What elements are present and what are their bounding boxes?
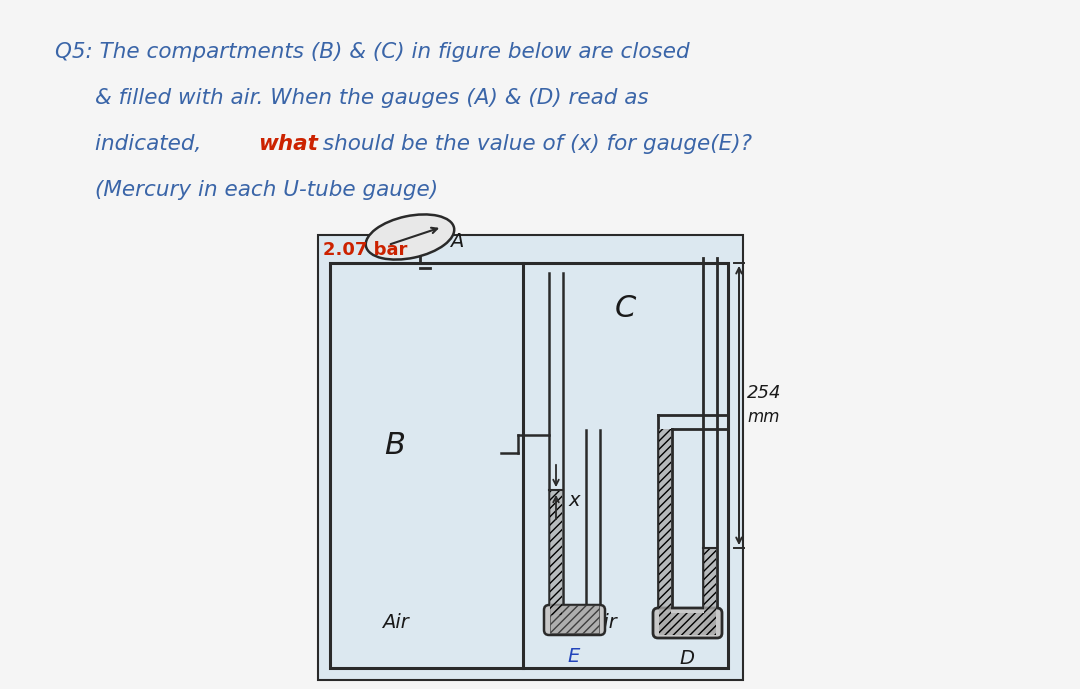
Bar — [550, 605, 599, 633]
Text: Air: Air — [590, 613, 617, 633]
Bar — [550, 490, 562, 615]
Text: indicated,: indicated, — [95, 134, 208, 154]
FancyBboxPatch shape — [544, 605, 605, 635]
Text: Q5: The compartments (B) & (C) in figure below are closed: Q5: The compartments (B) & (C) in figure… — [55, 42, 690, 62]
Text: C: C — [615, 294, 636, 322]
Text: (Mercury in each U-tube gauge): (Mercury in each U-tube gauge) — [95, 180, 438, 200]
Text: what: what — [258, 134, 318, 154]
Bar — [330, 263, 728, 668]
Text: & filled with air. When the gauges (A) & (D) read as: & filled with air. When the gauges (A) &… — [95, 88, 649, 108]
FancyBboxPatch shape — [653, 608, 723, 638]
Text: should be the value of (x) for gauge(E)?: should be the value of (x) for gauge(E)? — [316, 134, 752, 154]
Text: 254: 254 — [747, 384, 782, 402]
Text: E: E — [568, 646, 580, 666]
Bar — [704, 548, 716, 633]
Text: mm: mm — [747, 408, 780, 426]
Text: 2.07 bar: 2.07 bar — [323, 241, 407, 259]
Text: B: B — [384, 431, 405, 460]
Text: D: D — [679, 648, 694, 668]
Text: Air: Air — [381, 613, 408, 633]
Text: x: x — [568, 491, 580, 509]
Bar — [659, 429, 671, 633]
Text: A: A — [450, 232, 463, 251]
Ellipse shape — [366, 214, 455, 260]
Bar — [659, 613, 716, 635]
Bar — [318, 235, 743, 680]
